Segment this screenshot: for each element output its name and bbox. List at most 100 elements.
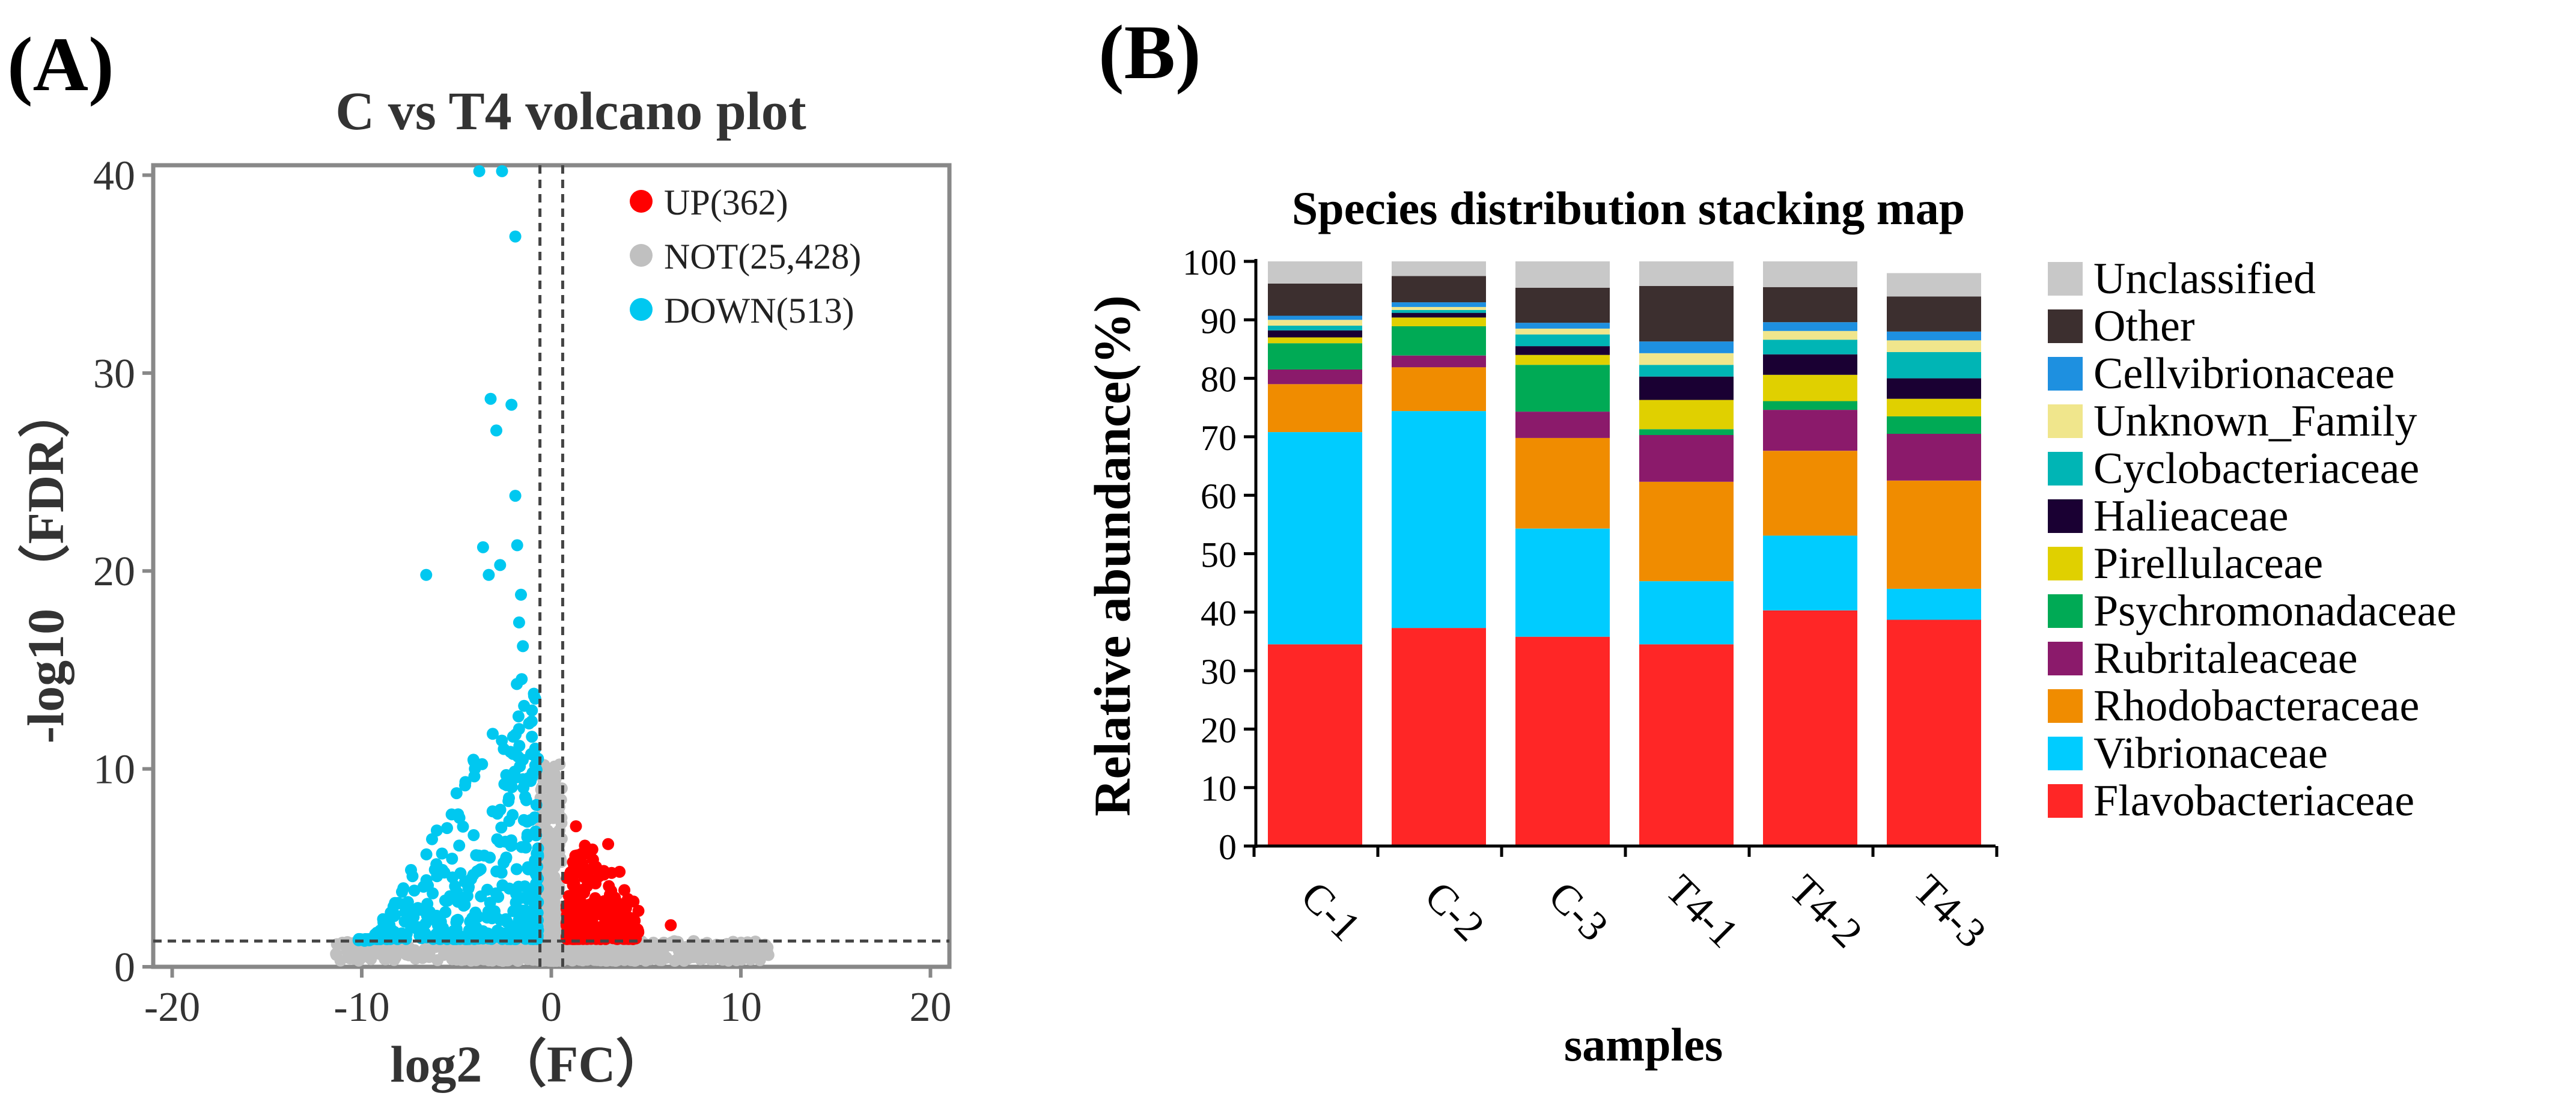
bar-segment-rhodobacteraceae bbox=[1268, 384, 1362, 433]
stacked-y-tick-label: 70 bbox=[1201, 418, 1237, 458]
volcano-point-down bbox=[507, 747, 519, 760]
volcano-point-down bbox=[416, 904, 428, 916]
bar-segment-flavobacteriaceae bbox=[1515, 636, 1610, 846]
stacked-legend-swatch bbox=[2048, 784, 2083, 818]
volcano-point-down bbox=[495, 866, 508, 879]
volcano-point-down bbox=[442, 894, 454, 907]
stacked-legend-label: Vibrionaceae bbox=[2093, 729, 2328, 778]
stacked-legend-swatch bbox=[2048, 642, 2083, 675]
volcano-point-down bbox=[531, 907, 544, 919]
bar-segment-vibrionaceae bbox=[1639, 581, 1734, 645]
bar-segment-halieaceae bbox=[1763, 354, 1857, 375]
bar-segment-other bbox=[1392, 276, 1486, 303]
bar-segment-cellvibrionaceae bbox=[1515, 323, 1610, 329]
volcano-point-up bbox=[589, 874, 602, 886]
volcano-point-not bbox=[541, 824, 554, 837]
stacked-legend-label: Cyclobacteriaceae bbox=[2093, 444, 2419, 493]
stacked-x-tick-label: T4-1 bbox=[1657, 866, 1747, 957]
volcano-point-down bbox=[426, 833, 438, 845]
bar-segment-psychromonadaceae bbox=[1268, 343, 1362, 370]
stacked-legend-swatch bbox=[2048, 404, 2083, 438]
bar-segment-rubritaleaceae bbox=[1763, 410, 1857, 451]
volcano-point-down bbox=[482, 906, 495, 918]
volcano-point-down bbox=[505, 781, 518, 793]
stacked-legend-label: Unknown_Family bbox=[2093, 397, 2417, 446]
stacked-x-tick-label: T4-3 bbox=[1904, 866, 1995, 957]
volcano-point-down bbox=[441, 933, 454, 945]
volcano-point-down bbox=[470, 932, 483, 945]
stacked-legend-label: Flavobacteriaceae bbox=[2093, 776, 2414, 826]
volcano-point-down bbox=[522, 893, 534, 906]
volcano-point-up bbox=[616, 898, 629, 911]
bar-segment-cyclobacteriaceae bbox=[1392, 309, 1486, 313]
volcano-point-down bbox=[505, 398, 518, 411]
stacked-axes bbox=[1254, 259, 1996, 848]
volcano-point-down bbox=[503, 882, 516, 895]
stacked-legend-label: Psychromonadaceae bbox=[2093, 586, 2456, 636]
bar-segment-halieaceae bbox=[1392, 312, 1486, 318]
volcano-points bbox=[330, 165, 775, 967]
volcano-point-down bbox=[477, 541, 489, 553]
volcano-legend-marker bbox=[630, 190, 653, 213]
volcano-point-not bbox=[722, 945, 735, 957]
volcano-point-down bbox=[500, 853, 512, 865]
volcano-point-up bbox=[562, 915, 574, 927]
volcano-point-down bbox=[473, 165, 486, 177]
bar-segment-rubritaleaceae bbox=[1887, 434, 1981, 481]
bar-segment-flavobacteriaceae bbox=[1639, 644, 1734, 846]
volcano-point-up bbox=[594, 933, 606, 945]
bar-segment-rubritaleaceae bbox=[1515, 412, 1610, 438]
volcano-point-down bbox=[483, 568, 495, 581]
bar-segment-unknown-family bbox=[1763, 330, 1857, 340]
volcano-point-down bbox=[484, 851, 496, 864]
volcano-point-not bbox=[678, 942, 691, 954]
bar-segment-psychromonadaceae bbox=[1392, 326, 1486, 356]
bar-segment-other bbox=[1763, 287, 1857, 323]
volcano-point-not bbox=[624, 954, 637, 966]
bar-segment-cyclobacteriaceae bbox=[1515, 334, 1610, 347]
volcano-point-down bbox=[422, 879, 434, 892]
volcano-point-not bbox=[754, 954, 766, 966]
volcano-y-tick-label: 20 bbox=[93, 549, 135, 595]
volcano-point-down bbox=[513, 913, 525, 926]
volcano-point-down bbox=[517, 814, 530, 826]
volcano-point-not bbox=[540, 762, 553, 775]
volcano-legend-label: NOT(25,428) bbox=[664, 237, 861, 276]
bar-segment-cellvibrionaceae bbox=[1268, 315, 1362, 320]
volcano-point-not bbox=[330, 948, 343, 960]
volcano-point-down bbox=[509, 230, 522, 243]
bar-segment-vibrionaceae bbox=[1268, 432, 1362, 645]
stacked-legend-label: Rubritaleaceae bbox=[2093, 634, 2358, 683]
bar-segment-flavobacteriaceae bbox=[1763, 610, 1857, 846]
bar-segment-pirellulaceae bbox=[1392, 317, 1486, 326]
volcano-legend: UP(362) NOT(25,428) DOWN(513) bbox=[630, 183, 861, 330]
volcano-point-not bbox=[609, 943, 621, 956]
volcano-point-not bbox=[647, 936, 660, 949]
bar-segment-flavobacteriaceae bbox=[1392, 628, 1486, 846]
volcano-point-not bbox=[716, 954, 729, 966]
volcano-point-not bbox=[701, 937, 713, 949]
volcano-point-down bbox=[385, 906, 397, 919]
stacked-y-ticks: 0 10 20 30 40 50 60 70 80 90 100 bbox=[1183, 243, 1256, 867]
stacked-y-tick-label: 100 bbox=[1183, 243, 1237, 282]
volcano-point-down bbox=[364, 933, 376, 945]
volcano-point-up bbox=[595, 909, 607, 921]
stacked-x-ticks: C-1 C-2 C-3 T4-1 T4-2 T4-3 bbox=[1252, 846, 1999, 957]
stacked-y-tick-label: 90 bbox=[1201, 301, 1237, 341]
bar-segment-cellvibrionaceae bbox=[1887, 331, 1981, 341]
volcano-point-down bbox=[526, 731, 538, 743]
volcano-point-not bbox=[346, 952, 358, 964]
volcano-point-up bbox=[615, 924, 628, 936]
volcano-plot: C vs T4 volcano plot -20 -10 0 10 20 0 10 20 30… bbox=[17, 82, 952, 1093]
bar-segment-rubritaleaceae bbox=[1639, 435, 1734, 482]
volcano-point-down bbox=[521, 829, 534, 841]
bar-segment-psychromonadaceae bbox=[1515, 365, 1610, 412]
volcano-point-down bbox=[528, 811, 541, 824]
stacked-x-tick-label: C-3 bbox=[1539, 873, 1617, 951]
volcano-point-not bbox=[449, 944, 462, 957]
bar-segment-unclassified bbox=[1763, 261, 1857, 287]
volcano-point-down bbox=[420, 568, 433, 581]
volcano-point-down bbox=[532, 896, 544, 909]
volcano-point-down bbox=[472, 910, 484, 923]
volcano-point-down bbox=[493, 836, 506, 848]
